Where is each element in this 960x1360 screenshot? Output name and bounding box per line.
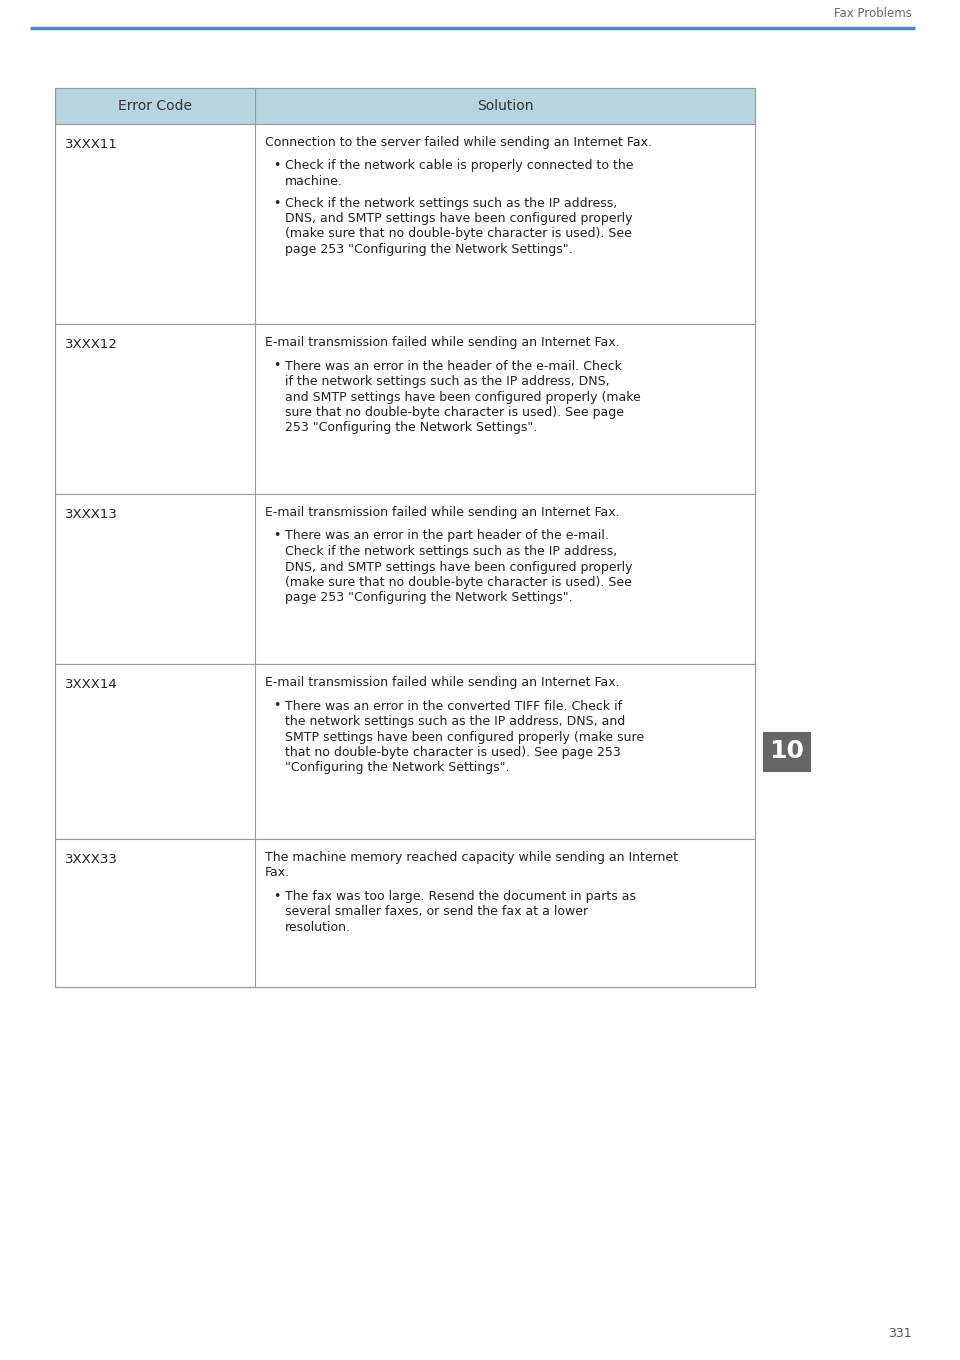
- Text: 3XXX12: 3XXX12: [65, 339, 118, 351]
- Text: resolution.: resolution.: [285, 921, 351, 934]
- Text: •: •: [273, 699, 280, 713]
- Text: the network settings such as the IP address, DNS, and: the network settings such as the IP addr…: [285, 715, 625, 728]
- Text: E-mail transmission failed while sending an Internet Fax.: E-mail transmission failed while sending…: [265, 336, 619, 350]
- Text: 331: 331: [888, 1327, 912, 1340]
- Text: Connection to the server failed while sending an Internet Fax.: Connection to the server failed while se…: [265, 136, 652, 150]
- Bar: [55, 88, 755, 124]
- Text: 3XXX14: 3XXX14: [65, 679, 118, 691]
- Text: •: •: [273, 196, 280, 209]
- Text: sure that no double-byte character is used). See page: sure that no double-byte character is us…: [285, 407, 624, 419]
- Text: E-mail transmission failed while sending an Internet Fax.: E-mail transmission failed while sending…: [265, 676, 619, 690]
- Text: if the network settings such as the IP address, DNS,: if the network settings such as the IP a…: [285, 375, 610, 388]
- Text: DNS, and SMTP settings have been configured properly: DNS, and SMTP settings have been configu…: [285, 212, 633, 224]
- Text: page 253 "Configuring the Network Settings".: page 253 "Configuring the Network Settin…: [285, 243, 572, 256]
- Text: Fax Problems: Fax Problems: [834, 7, 912, 20]
- Text: •: •: [273, 529, 280, 543]
- Text: (make sure that no double-byte character is used). See: (make sure that no double-byte character…: [285, 227, 632, 241]
- Text: 3XXX33: 3XXX33: [65, 853, 118, 866]
- Text: The machine memory reached capacity while sending an Internet: The machine memory reached capacity whil…: [265, 851, 678, 864]
- Text: SMTP settings have been configured properly (make sure: SMTP settings have been configured prope…: [285, 730, 644, 744]
- Text: 3XXX11: 3XXX11: [65, 137, 118, 151]
- Bar: [55, 324, 755, 494]
- Text: Check if the network settings such as the IP address,: Check if the network settings such as th…: [285, 196, 617, 209]
- Text: Fax.: Fax.: [265, 866, 290, 880]
- Text: The fax was too large. Resend the document in parts as: The fax was too large. Resend the docume…: [285, 889, 636, 903]
- Text: machine.: machine.: [285, 175, 343, 188]
- Text: •: •: [273, 159, 280, 173]
- Text: DNS, and SMTP settings have been configured properly: DNS, and SMTP settings have been configu…: [285, 560, 633, 574]
- Text: •: •: [273, 359, 280, 373]
- Text: 3XXX13: 3XXX13: [65, 509, 118, 521]
- Text: E-mail transmission failed while sending an Internet Fax.: E-mail transmission failed while sending…: [265, 506, 619, 520]
- Bar: [55, 664, 755, 839]
- Text: There was an error in the header of the e-mail. Check: There was an error in the header of the …: [285, 359, 622, 373]
- Text: several smaller faxes, or send the fax at a lower: several smaller faxes, or send the fax a…: [285, 906, 588, 918]
- Text: and SMTP settings have been configured properly (make: and SMTP settings have been configured p…: [285, 390, 640, 404]
- Bar: [55, 88, 755, 987]
- Bar: [55, 839, 755, 987]
- Bar: [55, 494, 755, 664]
- Text: 253 "Configuring the Network Settings".: 253 "Configuring the Network Settings".: [285, 422, 538, 434]
- Text: Check if the network settings such as the IP address,: Check if the network settings such as th…: [285, 545, 617, 558]
- Text: •: •: [273, 889, 280, 903]
- Bar: [763, 732, 811, 771]
- Text: that no double-byte character is used). See page 253: that no double-byte character is used). …: [285, 747, 621, 759]
- Text: (make sure that no double-byte character is used). See: (make sure that no double-byte character…: [285, 577, 632, 589]
- Text: page 253 "Configuring the Network Settings".: page 253 "Configuring the Network Settin…: [285, 592, 572, 604]
- Text: Solution: Solution: [477, 99, 533, 113]
- Bar: [55, 124, 755, 324]
- Text: Check if the network cable is properly connected to the: Check if the network cable is properly c…: [285, 159, 634, 173]
- Text: There was an error in the converted TIFF file. Check if: There was an error in the converted TIFF…: [285, 699, 622, 713]
- Text: Error Code: Error Code: [118, 99, 192, 113]
- Text: There was an error in the part header of the e-mail.: There was an error in the part header of…: [285, 529, 609, 543]
- Text: 10: 10: [770, 740, 804, 763]
- Text: "Configuring the Network Settings".: "Configuring the Network Settings".: [285, 762, 510, 774]
